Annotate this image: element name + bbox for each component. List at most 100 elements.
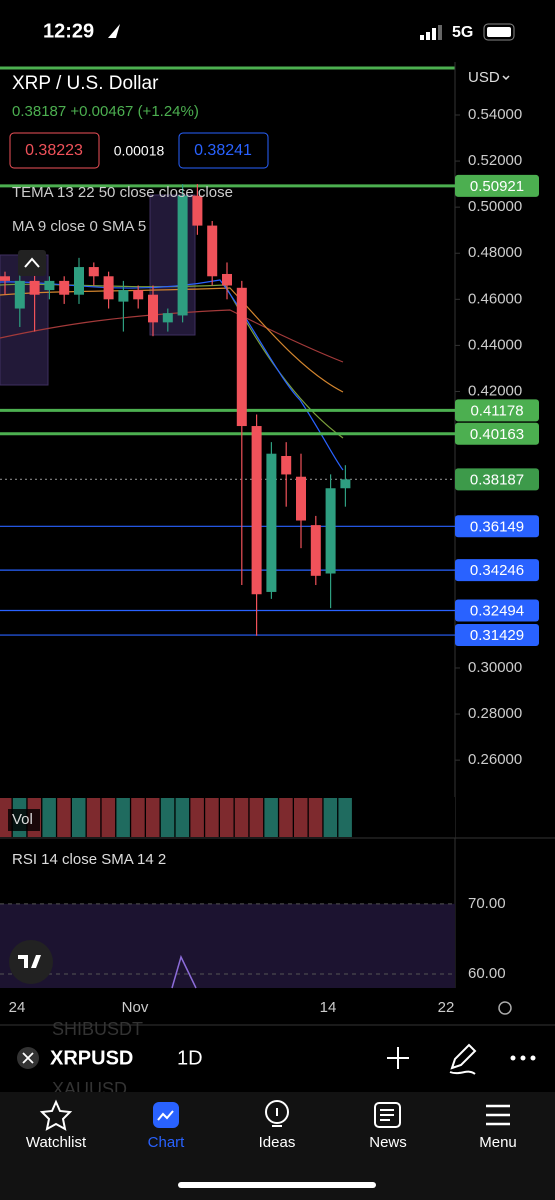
signal-icon: [420, 25, 442, 40]
tab-label[interactable]: Ideas: [259, 1134, 296, 1151]
y-tick-label: 0.30000: [468, 659, 522, 676]
volume-bar: [308, 798, 323, 837]
price-tag-label: 0.41178: [470, 402, 523, 419]
candle-body: [0, 276, 10, 281]
price-tag: [455, 174, 539, 197]
rsi-title: RSI 14 close SMA 14 2: [12, 851, 166, 868]
ideas-icon[interactable]: [265, 1100, 289, 1124]
volume-bar: [323, 798, 338, 837]
currency[interactable]: USD: [468, 69, 500, 86]
x-tick-label: 22: [438, 999, 455, 1016]
settings-icon[interactable]: [498, 1001, 512, 1015]
volume-bar: [249, 798, 264, 837]
chart-icon[interactable]: [153, 1102, 179, 1128]
volume-bar: [0, 798, 12, 837]
tab-label[interactable]: Watchlist: [26, 1134, 87, 1151]
draw-button[interactable]: [449, 1043, 477, 1075]
price-tag: [455, 468, 539, 491]
y-tick-label: 0.48000: [468, 244, 522, 261]
ideas-icon-mark: [272, 1108, 282, 1127]
y-tick-label: 0.52000: [468, 152, 522, 169]
candle-body: [251, 426, 262, 595]
x-tick-label: 14: [320, 999, 337, 1016]
candle-body: [162, 313, 173, 323]
rsi-line: [171, 954, 197, 989]
home-indicator: [178, 1182, 376, 1188]
volume-bar: [131, 798, 145, 837]
collapse-icon: [24, 257, 40, 268]
volume-bar: [264, 798, 278, 837]
tv-logo-mark: [18, 955, 41, 968]
x-tick-label: 24: [9, 999, 26, 1016]
more-button[interactable]: [510, 1055, 536, 1061]
volume-bar: [234, 798, 249, 837]
indicator-legend[interactable]: MA 9 close 0 SMA 5: [12, 218, 146, 235]
volume-bar: [72, 798, 86, 837]
bid[interactable]: 0.38223: [25, 142, 83, 159]
volume-bar: [42, 798, 56, 837]
volume-bar: [146, 798, 160, 837]
spread: 0.00018: [114, 143, 165, 159]
tab-label[interactable]: Menu: [479, 1134, 517, 1151]
battery-level: [487, 27, 511, 37]
ask-button[interactable]: [178, 132, 269, 169]
price-tag: [455, 559, 539, 582]
tab-label[interactable]: News: [369, 1134, 407, 1151]
bid-button[interactable]: [9, 132, 100, 169]
y-tick-label: 0.44000: [468, 336, 522, 353]
location-icon: [108, 24, 120, 38]
volume-bar: [205, 798, 219, 837]
tema-line: [0, 287, 344, 393]
symbol[interactable]: XRPUSD: [50, 1047, 133, 1069]
ask[interactable]: 0.38241: [194, 142, 252, 159]
candle-body: [236, 287, 247, 427]
volume-label: Vol: [12, 811, 33, 828]
status-time: 12:29: [43, 20, 94, 42]
candle-body: [222, 273, 232, 286]
battery: [483, 23, 515, 41]
add-button[interactable]: [387, 1047, 409, 1069]
candle-body: [103, 276, 114, 300]
x-tick-label: Nov: [122, 999, 149, 1016]
y-tick-label: 0.28000: [468, 705, 522, 722]
candle-body: [44, 280, 55, 291]
volume-bar: [294, 798, 308, 837]
y-tick-label: 0.50000: [468, 198, 522, 215]
candle-body: [148, 294, 158, 323]
interval[interactable]: 1D: [177, 1047, 203, 1069]
y-tick-label: 0.54000: [468, 106, 522, 123]
y-tick-label: 0.42000: [468, 382, 522, 399]
volume-bar: [57, 798, 71, 837]
y-tick-label: 0.26000: [468, 751, 522, 768]
price-tag: [455, 422, 539, 445]
volume-bar: [190, 798, 204, 837]
candle-body: [14, 280, 25, 309]
menu-icon[interactable]: [486, 1104, 510, 1126]
rsi-tick-label: 60.00: [468, 965, 506, 982]
price-line: 0.38187 +0.00467 (+1.24%): [12, 103, 199, 120]
volume-bar: [101, 798, 116, 837]
vol-label-bg: [8, 809, 40, 831]
candle-body: [207, 225, 218, 277]
candle-body: [118, 290, 129, 302]
tab-label[interactable]: Chart: [148, 1134, 186, 1151]
collapse-button[interactable]: [18, 250, 46, 276]
news-icon[interactable]: [374, 1102, 401, 1128]
candle-body: [281, 455, 292, 475]
price-tag-label: 0.40163: [470, 426, 524, 443]
tema-line: [0, 309, 344, 363]
rsi-band: [0, 903, 455, 988]
network: 5G: [452, 24, 473, 41]
candle-body: [192, 195, 203, 226]
ghost-symbol: SHIBUSDT: [52, 1019, 143, 1039]
watchlist-icon[interactable]: [39, 1099, 73, 1131]
news-icon-mark: [380, 1109, 394, 1121]
remove-icon: [22, 1052, 34, 1064]
tv-logo[interactable]: [9, 940, 53, 984]
chevron: [502, 75, 510, 81]
volume-bar: [338, 798, 352, 837]
indicator-legend[interactable]: TEMA 13 22 50 close close close: [12, 184, 233, 201]
price-tag-label: 0.32494: [470, 602, 524, 619]
